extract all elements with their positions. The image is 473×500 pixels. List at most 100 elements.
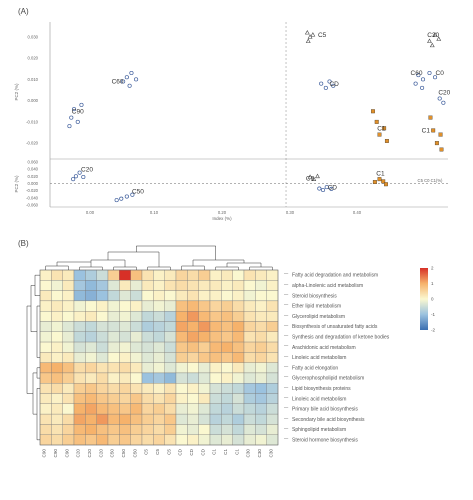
heatmap-cell	[85, 362, 97, 374]
row-marker: —	[284, 415, 289, 420]
column-label: C30	[246, 449, 251, 458]
y-tick-label: 0.020	[28, 174, 39, 179]
heatmap-cell	[243, 362, 256, 374]
heatmap-cell	[62, 393, 75, 404]
heatmap-cell	[209, 383, 222, 394]
heatmap-cell	[175, 372, 188, 384]
data-point	[73, 174, 78, 179]
heatmap-cell	[187, 372, 199, 384]
heatmap-cell	[51, 300, 63, 312]
column-dendrogram	[107, 251, 160, 267]
point-group-label: CD	[329, 81, 339, 88]
row-marker: —	[284, 302, 289, 307]
heatmap-cell	[198, 280, 211, 291]
data-point	[439, 147, 444, 152]
heatmap-cell	[164, 341, 177, 353]
data-point	[327, 79, 332, 84]
heatmap-cell	[51, 280, 63, 291]
heatmap-cell	[62, 424, 75, 435]
heatmap-cell	[119, 434, 131, 446]
point-group-label: C1	[422, 128, 431, 135]
data-point	[420, 85, 425, 90]
heatmap-cell	[39, 383, 52, 394]
heatmap-cell	[119, 372, 131, 384]
data-point	[114, 198, 119, 203]
row-marker: —	[284, 384, 289, 389]
heatmap-cell	[187, 403, 199, 415]
heatmap-cell	[73, 341, 86, 353]
heatmap-cell	[198, 341, 211, 353]
y-tick-label: 0.010	[28, 77, 39, 82]
heatmap-cell	[209, 403, 222, 415]
heatmap-cell	[96, 290, 109, 302]
data-point	[329, 186, 334, 191]
heatmap-cell	[153, 413, 165, 425]
row-marker: —	[284, 436, 289, 441]
heatmap-cell	[187, 321, 199, 332]
heatmap-cell	[107, 321, 120, 332]
heatmap-cell	[221, 372, 233, 384]
y-tick-label: 0.030	[28, 34, 39, 39]
row-label: alpha-Linolenic acid metabolism	[292, 283, 363, 289]
heatmap-cell	[73, 311, 86, 322]
heatmap-cell	[51, 383, 63, 394]
heatmap-cell	[198, 383, 211, 394]
heatmap-cell	[119, 413, 131, 425]
heatmap-cell	[51, 372, 63, 384]
heatmap-cell	[73, 393, 86, 404]
heatmap-cell	[51, 331, 63, 343]
point-group-label: C30	[427, 32, 439, 39]
heatmap-cell	[266, 403, 279, 415]
column-label: C20	[98, 449, 103, 458]
heatmap-cell	[153, 393, 165, 404]
heatmap-cell	[153, 300, 165, 312]
heatmap-cell	[243, 372, 256, 384]
heatmap-cell	[62, 341, 75, 353]
row-label: Ether lipid metabolism	[292, 304, 341, 310]
point-group-label: CD	[328, 184, 338, 191]
heatmap-cell	[51, 434, 63, 446]
heatmap-cell	[232, 424, 245, 435]
heatmap-cell	[73, 331, 86, 343]
row-dendrogram	[36, 305, 40, 358]
x-tick-label: 0.20	[218, 210, 227, 215]
y-tick-label: 0.060	[28, 159, 39, 164]
row-dendrogram	[32, 372, 37, 415]
x-axis-title: Index (%)	[212, 216, 232, 221]
heatmap-cell	[119, 321, 131, 332]
heatmap-cell	[232, 362, 245, 374]
y-tick-label: 0.040	[28, 167, 39, 172]
heatmap-cell	[221, 434, 233, 446]
heatmap-cell	[96, 280, 109, 291]
heatmap-cell	[153, 311, 165, 322]
heatmap-cell	[96, 383, 109, 394]
heatmap-cell	[164, 434, 177, 446]
point-group-label: C90	[72, 108, 84, 115]
heatmap-cell	[51, 269, 63, 281]
heatmap-cell	[141, 424, 154, 435]
heatmap-cell	[39, 434, 52, 446]
heatmap-cell	[85, 403, 97, 415]
heatmap-cell	[96, 434, 109, 446]
data-point	[75, 119, 80, 124]
heatmap-cell	[96, 331, 109, 343]
scatter-plot: 0.030 0.020 0.010 0.000 -0.010 -0.020 0.060 0.0…	[14, 22, 451, 221]
heatmap-cell	[62, 321, 75, 332]
heatmap-cell	[153, 403, 165, 415]
heatmap-cell	[39, 362, 52, 374]
data-point	[307, 34, 313, 39]
y-tick-label: -0.010	[26, 119, 39, 124]
data-point	[81, 174, 86, 180]
heatmap-cell	[175, 321, 188, 332]
y-tick-label: 0.000	[28, 181, 39, 186]
heatmap-cell	[243, 290, 256, 302]
heatmap-cell	[39, 372, 52, 384]
heatmap-cell	[198, 331, 211, 343]
heatmap-cell	[164, 362, 177, 374]
row-label: Steroid biosynthesis	[292, 293, 337, 299]
data-point	[437, 96, 442, 101]
heatmap-cell	[187, 331, 199, 343]
heatmap-cell	[119, 280, 131, 291]
heatmap-cell	[187, 393, 199, 404]
row-marker: —	[284, 271, 289, 276]
